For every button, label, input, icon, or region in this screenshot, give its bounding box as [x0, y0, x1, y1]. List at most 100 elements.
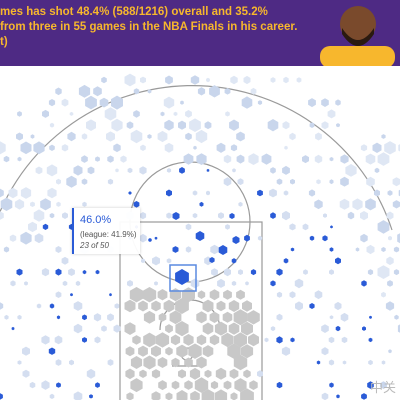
hexagon: [69, 359, 74, 366]
hexagon: [151, 369, 161, 379]
hexagon: [194, 377, 209, 393]
hexagon: [142, 287, 157, 303]
hexagon: [62, 280, 68, 286]
hexagon: [202, 299, 214, 313]
hexagon: [42, 223, 49, 230]
hexagon: [147, 89, 152, 94]
hexagon: [282, 121, 290, 130]
hexagon: [283, 258, 289, 264]
hexagon: [87, 166, 95, 175]
hexagon: [101, 76, 107, 84]
hexagon: [367, 269, 374, 276]
hexagon: [189, 118, 201, 132]
hexagon: [236, 289, 245, 300]
hexagon: [49, 122, 55, 128]
hexagon: [104, 107, 117, 121]
hexagon: [214, 389, 228, 400]
hexagon: [267, 119, 279, 132]
hexagon: [107, 155, 114, 163]
hexagon: [360, 211, 368, 221]
hexagon: [231, 280, 237, 286]
hexagon: [93, 313, 102, 322]
hexagon: [329, 157, 334, 162]
hexagon: [20, 141, 32, 155]
hexagon: [139, 233, 147, 243]
hexagon: [14, 199, 25, 210]
hexagon: [386, 211, 394, 220]
hexagon: [0, 188, 4, 198]
hexagon: [355, 247, 360, 252]
hexagon: [210, 244, 219, 255]
hexagon: [56, 315, 61, 320]
watermark: 中关: [369, 380, 396, 395]
hexagon: [290, 178, 295, 185]
hexagon: [294, 278, 304, 289]
hexagon: [120, 155, 127, 163]
hexagon: [86, 119, 96, 131]
hexagon: [184, 380, 193, 390]
hexagon: [335, 257, 341, 265]
hexagon: [289, 132, 296, 141]
hexagon: [175, 269, 189, 285]
hexagon: [171, 380, 180, 390]
hexagon: [290, 337, 295, 343]
hexagon: [17, 360, 22, 365]
hexagon: [124, 322, 136, 335]
hexagon: [81, 133, 88, 140]
hexagon: [67, 131, 76, 142]
hexagon: [55, 246, 62, 253]
hexagon: [138, 300, 148, 312]
hexagon: [89, 394, 93, 399]
hexagon: [139, 369, 147, 378]
hexagon: [111, 95, 123, 110]
hexagon: [173, 111, 178, 116]
header: mes has shot 48.4% (588/1216) overall an…: [0, 0, 400, 66]
hexagon: [365, 198, 376, 211]
hexagon: [224, 88, 231, 95]
hexagon: [381, 360, 386, 365]
hexagon: [166, 258, 172, 264]
hexagon: [249, 380, 258, 390]
hexagon: [109, 293, 112, 297]
header-line: t): [0, 36, 8, 48]
hexagon: [132, 335, 141, 345]
hexagon: [192, 190, 198, 196]
hexagon: [242, 300, 252, 312]
hexagon: [3, 246, 10, 253]
hexagon: [4, 314, 9, 320]
hexagon: [107, 313, 114, 322]
hexagon: [151, 345, 161, 357]
hexagon: [361, 393, 367, 400]
hexagon: [321, 121, 329, 130]
hexagon: [154, 281, 158, 286]
hexagon: [209, 289, 220, 301]
hexagon: [49, 393, 55, 399]
hexagon: [322, 235, 328, 242]
hexagon: [20, 187, 32, 199]
hexagon: [206, 190, 210, 196]
hexagon: [0, 197, 13, 211]
hexagon: [155, 332, 170, 348]
hexagon: [127, 167, 133, 174]
hexagon: [140, 144, 146, 151]
hexagon: [381, 247, 386, 252]
hexagon: [218, 212, 224, 219]
hexagon: [16, 268, 23, 276]
player-photo: [320, 6, 395, 66]
hexagon: [130, 378, 143, 393]
hexagon: [329, 382, 334, 388]
hexagon: [377, 152, 390, 166]
hexagon: [345, 164, 357, 177]
hexagon: [190, 278, 200, 289]
hexagon: [366, 176, 375, 187]
hexagon: [61, 256, 69, 265]
hexagon: [234, 332, 247, 348]
hexagon: [115, 168, 119, 173]
hexagon: [166, 189, 172, 197]
hexagon: [282, 165, 290, 175]
hexagon: [243, 75, 251, 85]
hexagon: [223, 289, 232, 300]
hexagon: [241, 321, 253, 336]
hexagon: [20, 231, 32, 245]
hexagon: [114, 303, 120, 309]
